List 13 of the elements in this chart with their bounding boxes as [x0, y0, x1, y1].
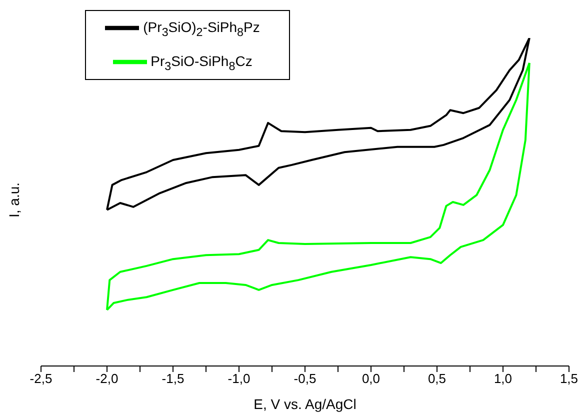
x-tick-label: -2,0: [96, 371, 118, 386]
legend-label: Pr$_{3}$SiO-SiPh$_{8}$Cz: [150, 52, 252, 72]
x-tick-label: -2,5: [30, 371, 52, 386]
x-tick-label: -1,0: [228, 371, 250, 386]
x-tick-label: 1,0: [494, 371, 512, 386]
x-tick-label: -1,5: [162, 371, 184, 386]
legend-label: (Pr$_{3}$SiO)$_{2}$-SiPh$_{8}$Pz: [143, 18, 260, 38]
x-tick-label: 0,0: [362, 371, 380, 386]
x-tick-label: 1,5: [560, 371, 578, 386]
x-axis-title: E, V vs. Ag/AgCl: [254, 396, 356, 412]
x-tick-label: -0,5: [294, 371, 316, 386]
x-tick-label: 0,5: [428, 371, 446, 386]
y-axis-title: I, a.u.: [6, 182, 22, 218]
